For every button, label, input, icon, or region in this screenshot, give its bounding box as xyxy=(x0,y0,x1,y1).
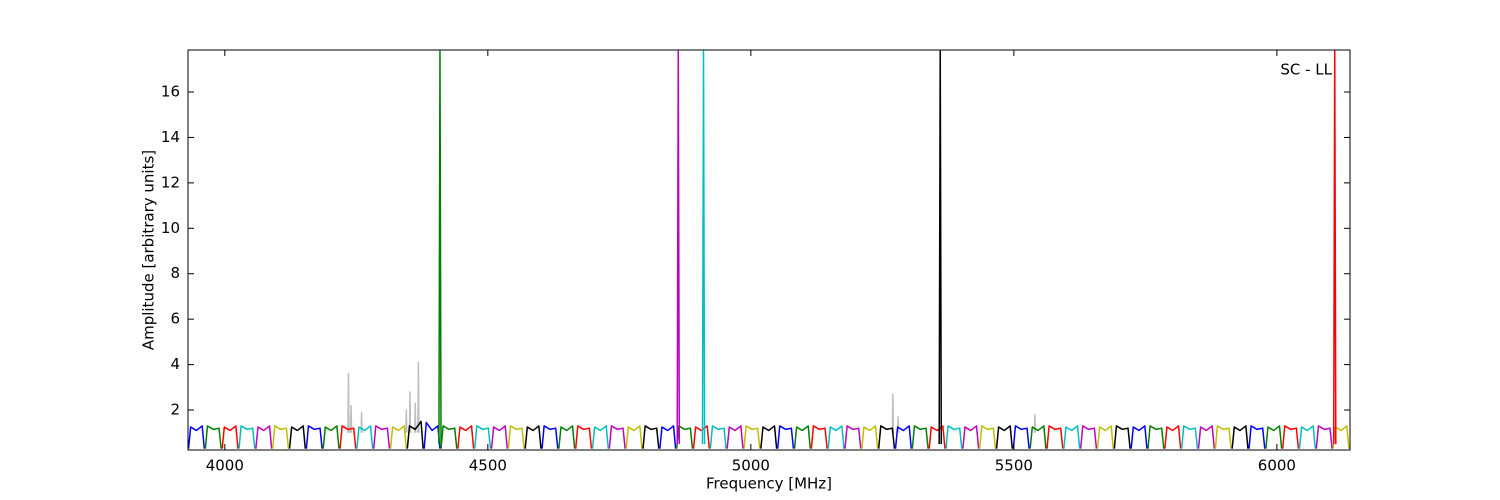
y-tick-label: 8 xyxy=(170,264,180,282)
series-line xyxy=(1130,425,1148,449)
series-line xyxy=(1029,425,1047,449)
series-line xyxy=(406,420,424,449)
series-line xyxy=(1197,425,1216,449)
plot-area xyxy=(188,50,1350,450)
series-line xyxy=(962,425,980,449)
series-line xyxy=(1332,425,1350,449)
series-line xyxy=(440,425,458,449)
series-line xyxy=(438,50,442,445)
series-line xyxy=(608,425,626,449)
series-line xyxy=(305,425,323,449)
series-line xyxy=(255,425,273,449)
series-line xyxy=(490,425,509,449)
y-tick-label: 10 xyxy=(161,219,180,237)
series-line xyxy=(928,425,946,449)
y-axis-label: Amplitude [arbitrary units] xyxy=(140,150,158,350)
series-line xyxy=(288,425,307,449)
series-line xyxy=(507,425,525,449)
series-line xyxy=(701,50,706,445)
x-tick-label: 5500 xyxy=(995,457,1033,475)
x-tick-label: 5000 xyxy=(732,457,770,475)
series-line xyxy=(1096,425,1115,449)
series-line xyxy=(978,425,997,449)
series-line xyxy=(1046,425,1064,449)
series-line xyxy=(911,425,929,449)
series-line xyxy=(625,425,643,449)
series-line xyxy=(356,425,374,449)
series-line xyxy=(810,425,828,449)
series-line xyxy=(1147,425,1165,449)
x-axis-label: Frequency [MHz] xyxy=(706,475,832,493)
series-line xyxy=(473,425,492,449)
series-line xyxy=(524,425,542,449)
series-line xyxy=(1332,50,1337,445)
y-tick-label: 12 xyxy=(161,173,180,191)
y-tick-label: 4 xyxy=(170,355,180,373)
series-line xyxy=(541,425,559,449)
series-line xyxy=(1012,425,1030,449)
series-line xyxy=(894,425,913,449)
series-line xyxy=(938,50,943,445)
series-line xyxy=(726,425,744,449)
series-line xyxy=(238,425,256,449)
x-tick-label: 4000 xyxy=(206,457,244,475)
series-line xyxy=(1231,425,1249,449)
series-line xyxy=(1248,425,1266,449)
series-line xyxy=(1281,425,1300,449)
series-line xyxy=(709,425,727,449)
series-line xyxy=(591,425,610,449)
series-line xyxy=(995,425,1014,449)
y-tick-label: 6 xyxy=(170,310,180,328)
series-line xyxy=(760,425,778,449)
series-line xyxy=(659,425,677,449)
series-line xyxy=(861,425,879,449)
series-line xyxy=(389,425,408,449)
series-line xyxy=(844,425,862,449)
series-line xyxy=(1113,425,1131,449)
series-line xyxy=(675,425,694,449)
series-line xyxy=(1164,425,1182,449)
series-line xyxy=(204,425,222,449)
series-line xyxy=(642,425,660,449)
series-line xyxy=(692,425,711,449)
series-line xyxy=(1063,425,1081,449)
series-line xyxy=(1298,425,1317,449)
series-line xyxy=(457,425,475,449)
series-line xyxy=(827,425,845,449)
series-line xyxy=(221,425,239,449)
series-line xyxy=(558,425,576,449)
series-line xyxy=(877,425,896,449)
x-tick-label: 6000 xyxy=(1258,457,1296,475)
series-line xyxy=(776,425,795,449)
series-line xyxy=(1214,425,1232,449)
series-line xyxy=(1079,425,1098,449)
y-tick-label: 16 xyxy=(161,83,180,101)
series-line xyxy=(322,425,340,449)
series-group xyxy=(188,50,1350,449)
series-line xyxy=(271,425,290,449)
series-line xyxy=(339,425,357,449)
x-tick-label: 4500 xyxy=(469,457,507,475)
series-line xyxy=(574,425,593,449)
series-line xyxy=(793,425,812,449)
series-line xyxy=(188,425,206,449)
annotation: SC - LL xyxy=(1280,61,1332,79)
series-line xyxy=(1265,425,1283,449)
y-tick-label: 2 xyxy=(170,401,180,419)
plot-frame xyxy=(187,49,1351,451)
series-line xyxy=(676,50,681,445)
y-tick-label: 14 xyxy=(161,128,180,146)
series-line xyxy=(743,425,761,449)
series-line xyxy=(372,425,391,449)
series-line xyxy=(1180,425,1199,449)
series-line xyxy=(347,361,1037,433)
series-line xyxy=(1315,425,1333,449)
series-line xyxy=(945,425,963,449)
